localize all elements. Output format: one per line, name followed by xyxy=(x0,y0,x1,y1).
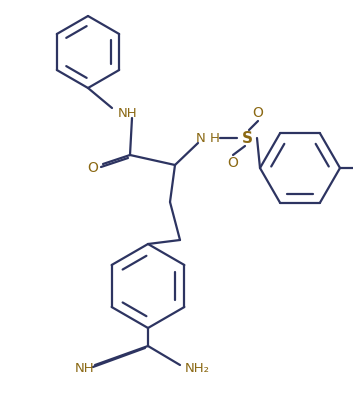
Text: O: O xyxy=(88,161,98,175)
Text: S: S xyxy=(241,130,252,145)
Text: H: H xyxy=(210,132,220,145)
Text: NH₂: NH₂ xyxy=(185,362,210,375)
Text: NH: NH xyxy=(75,362,95,375)
Text: N: N xyxy=(196,132,206,145)
Text: O: O xyxy=(252,106,263,120)
Text: NH: NH xyxy=(118,106,138,119)
Text: O: O xyxy=(228,156,238,170)
